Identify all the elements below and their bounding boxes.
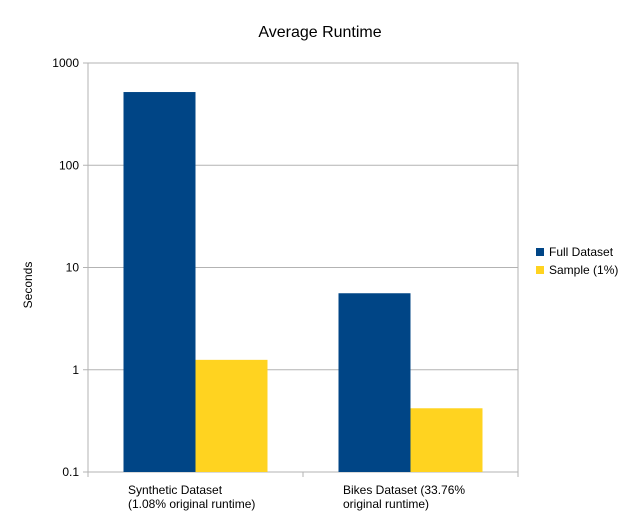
bar-sample-1 [410, 408, 483, 472]
legend-label: Sample (1%) [549, 263, 618, 277]
bar-full-dataset-0 [123, 92, 196, 472]
y-tick-label: 0.1 [62, 465, 79, 479]
plot-area: 0.1 1 10 100 1000 Synthetic Dataset(1.08% ori… [52, 56, 519, 511]
y-axis-label: Seconds [21, 262, 35, 309]
legend-swatch [536, 266, 544, 274]
y-tick-label: 100 [59, 158, 79, 172]
chart-title: Average Runtime [258, 24, 381, 41]
bar-sample-0 [195, 359, 268, 472]
y-tick-label: 1000 [52, 56, 79, 70]
y-tick-label: 10 [66, 261, 80, 275]
bar-full-dataset-1 [338, 293, 411, 472]
x-category-label: original runtime) [343, 497, 429, 511]
legend: Full Dataset Sample (1%) [536, 245, 618, 277]
x-category-label: (1.08% original runtime) [128, 497, 255, 511]
y-tick-label: 1 [72, 363, 79, 377]
legend-swatch [536, 248, 544, 256]
legend-label: Full Dataset [549, 245, 614, 259]
x-category-label: Bikes Dataset (33.76% [343, 483, 465, 497]
x-category-label: Synthetic Dataset [128, 483, 223, 497]
